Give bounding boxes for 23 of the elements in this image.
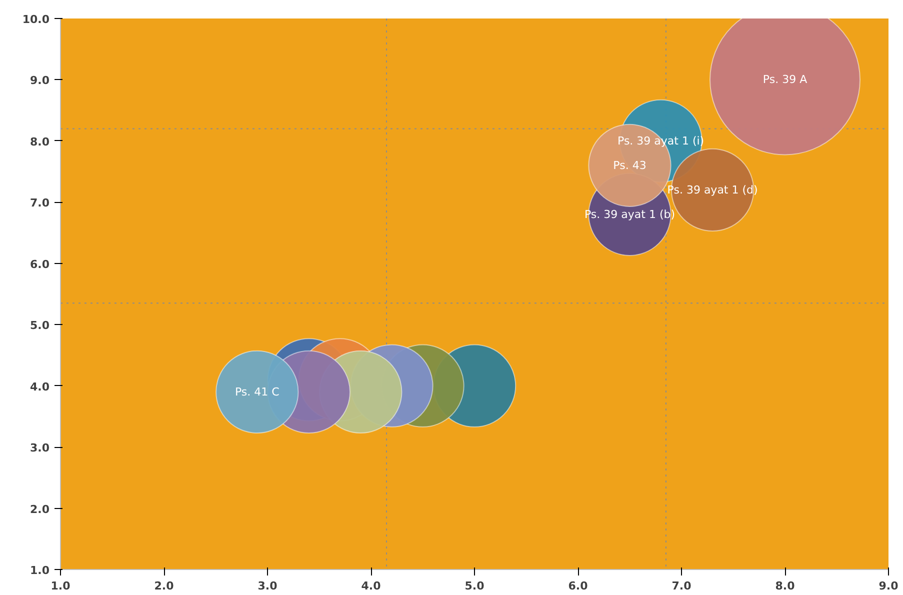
y-tick-label: 8.0 (30, 135, 50, 148)
x-tick-label: 4.0 (361, 580, 382, 592)
y-tick-label: 6.0 (30, 258, 50, 271)
y-tick-label: 5.0 (30, 319, 50, 332)
series-label: Ps. 41 C (234, 385, 280, 398)
x-tick-label: 8.0 (775, 580, 796, 592)
series-label: Ps. 43 (613, 158, 646, 172)
series-label: Ps. 39 ayat 1 (d) (667, 183, 758, 196)
y-tick-label: 1.0 (30, 564, 50, 577)
x-tick-label: 5.0 (464, 580, 485, 592)
y-tick-label: 7.0 (30, 196, 50, 210)
y-tick-label: 4.0 (30, 380, 50, 394)
series-label: Ps. 39 A (762, 73, 808, 86)
x-tick-label: 1.0 (50, 580, 71, 592)
x-tick-label: 2.0 (154, 580, 174, 592)
y-tick-label: 9.0 (30, 74, 50, 88)
x-tick-label: 9.0 (878, 580, 899, 592)
y-tick-label: 2.0 (30, 502, 50, 516)
x-tick-label: 6.0 (568, 580, 588, 592)
x-tick-label: 7.0 (672, 580, 692, 592)
x-tick-label: 3.0 (258, 580, 278, 592)
y-tick-label: 10.0 (22, 13, 50, 26)
y-tick-label: 3.0 (30, 442, 50, 455)
